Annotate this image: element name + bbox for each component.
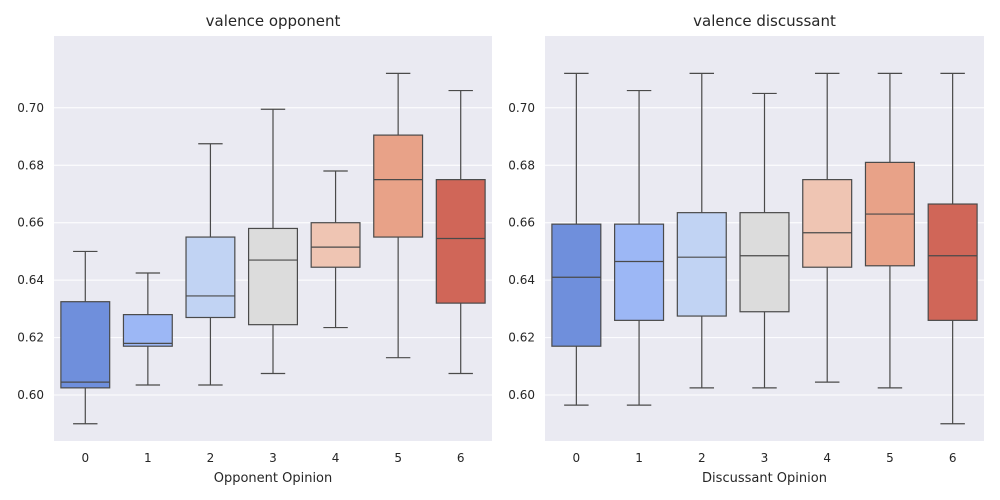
x-tick-label: 1	[635, 451, 643, 465]
box-body	[927, 203, 978, 321]
x-tick-label: 2	[698, 451, 706, 465]
x-tick-label: 4	[332, 451, 340, 465]
box-5	[864, 72, 915, 389]
box-1	[122, 272, 173, 386]
y-tick-label: 0.62	[17, 331, 44, 345]
box-3	[247, 108, 299, 375]
box-2	[676, 72, 727, 389]
y-tick-label: 0.68	[17, 158, 44, 172]
y-tick-label: 0.66	[17, 216, 44, 230]
box-3	[739, 92, 790, 389]
x-tick-label: 6	[457, 451, 465, 465]
box-6	[927, 72, 978, 425]
box-4	[802, 72, 853, 383]
x-axis-label: Discussant Opinion	[702, 471, 827, 486]
x-tick-label: 5	[394, 451, 402, 465]
box-body	[310, 222, 361, 268]
y-tick-label: 0.70	[17, 101, 44, 115]
x-tick-label: 0	[573, 451, 581, 465]
box-1	[614, 89, 665, 406]
box-body	[802, 179, 853, 268]
box-body	[185, 236, 236, 319]
chart-title: valence opponent	[206, 12, 341, 30]
box-body	[60, 301, 111, 389]
chart-panel-1: 0.60 0.62 0.64 0.66 0.68 0.70 0 1 2 3 4 5 6 valence o…	[17, 12, 492, 486]
box-4	[310, 170, 361, 329]
box-body	[614, 223, 665, 321]
x-tick-label: 6	[949, 451, 957, 465]
y-tick-label: 0.66	[508, 216, 535, 230]
box-6	[435, 89, 486, 375]
y-tick-label: 0.64	[508, 273, 535, 287]
box-body	[122, 314, 173, 347]
chart-panel-2: 0.60 0.62 0.64 0.66 0.68 0.70 0 1 2 3 4 5 6 valence d…	[508, 12, 984, 486]
box-body	[739, 212, 790, 313]
x-axis-label: Opponent Opinion	[214, 471, 333, 486]
y-tick-label: 0.64	[17, 273, 44, 287]
box-body	[676, 212, 727, 317]
box-body	[247, 227, 299, 326]
x-tick-label: 3	[761, 451, 769, 465]
box-body	[551, 223, 602, 347]
y-tick-label: 0.68	[508, 158, 535, 172]
y-tick-label: 0.60	[17, 388, 44, 402]
y-tick-label: 0.70	[508, 101, 535, 115]
box-0	[60, 250, 111, 425]
box-2	[185, 143, 236, 386]
box-body	[435, 179, 486, 304]
box-0	[551, 72, 602, 406]
x-tick-label: 4	[823, 451, 831, 465]
y-tick-label: 0.62	[508, 331, 535, 345]
x-tick-label: 3	[269, 451, 277, 465]
x-tick-label: 0	[81, 451, 89, 465]
y-tick-label: 0.60	[508, 388, 535, 402]
x-tick-label: 2	[207, 451, 215, 465]
x-tick-label: 5	[886, 451, 894, 465]
x-tick-label: 1	[144, 451, 152, 465]
chart-title: valence discussant	[693, 12, 836, 30]
box-5	[373, 72, 424, 359]
box-body	[373, 134, 424, 238]
